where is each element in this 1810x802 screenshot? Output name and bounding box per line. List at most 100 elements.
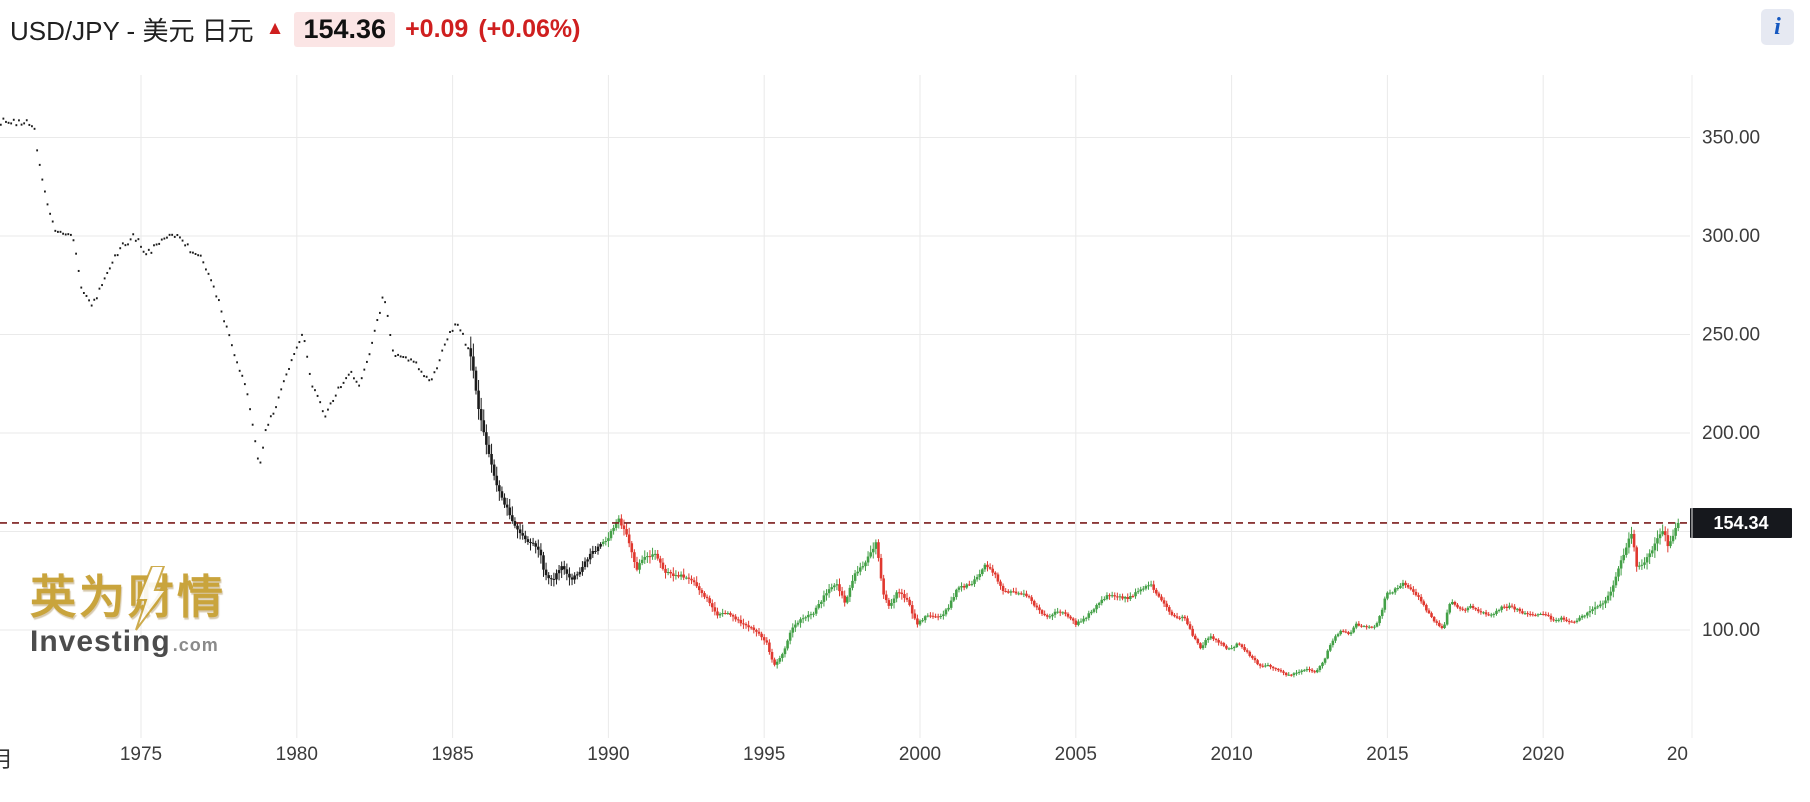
candle-body	[505, 504, 509, 508]
candle-body	[1466, 607, 1470, 611]
candle-body	[848, 587, 852, 597]
candle-body	[1331, 640, 1335, 646]
candle-body	[529, 542, 532, 544]
candle-body	[659, 558, 662, 563]
candle-body	[949, 600, 953, 608]
candle-body	[1162, 600, 1166, 604]
candle-body	[536, 546, 540, 550]
price-dot	[7, 121, 10, 124]
candle-body	[942, 614, 945, 617]
candle-body	[1489, 614, 1493, 616]
candle-body	[931, 615, 935, 617]
price-dot	[15, 124, 18, 127]
candle-body	[622, 525, 626, 530]
x-axis[interactable]: 1975 1980 1985 1990 1995 2000 2005 2010 2015 2020…	[120, 744, 1688, 765]
price-dot	[397, 353, 399, 356]
candle-body	[614, 522, 618, 528]
candle-body	[1058, 611, 1062, 613]
candle-body	[531, 542, 535, 544]
candle-body	[656, 553, 660, 559]
candle-body	[604, 540, 608, 542]
info-icon[interactable]: i	[1761, 9, 1794, 45]
candle-body	[773, 659, 776, 665]
candle-body	[640, 559, 644, 564]
candle-body	[1451, 602, 1454, 605]
candle-body	[1360, 625, 1363, 627]
candle-body	[918, 620, 922, 625]
x-tick-label: 1995	[743, 744, 785, 765]
candle-body	[1583, 615, 1587, 617]
candle-body	[578, 571, 582, 575]
candle-body	[666, 572, 670, 574]
price-dot	[197, 254, 200, 257]
candle-body	[1458, 607, 1462, 609]
candle-body	[1253, 657, 1257, 661]
candle-body	[757, 631, 761, 634]
price-dot	[332, 399, 335, 402]
candle-body	[1035, 605, 1039, 608]
price-dot	[376, 319, 379, 322]
candle-body	[1474, 608, 1477, 610]
candle-body	[1014, 591, 1018, 594]
candle-body	[562, 566, 566, 570]
y-axis[interactable]: 350.00 300.00 250.00 200.00 100.00	[1702, 128, 1760, 642]
candle-body	[607, 538, 610, 541]
price-dot	[308, 372, 311, 375]
candle-body	[1079, 621, 1083, 623]
candle-body	[1043, 613, 1046, 616]
candle-body	[565, 569, 569, 574]
candle-body	[729, 613, 732, 615]
candle-body	[910, 605, 914, 614]
price-dot	[85, 294, 88, 297]
candle-body	[1136, 591, 1140, 593]
candle-body	[900, 592, 904, 595]
price-dot	[36, 149, 39, 152]
price-dot	[38, 163, 41, 166]
candle-body	[1378, 616, 1381, 624]
candle-body	[1069, 616, 1072, 619]
candle-body	[1170, 611, 1174, 615]
price-dot	[163, 237, 166, 240]
x-tick-label: 2000	[899, 744, 941, 765]
price-dot	[254, 440, 257, 443]
price-dot	[95, 297, 98, 300]
x-tick-label: 1975	[120, 744, 162, 765]
candle-body	[1593, 607, 1597, 610]
candle-body	[1427, 610, 1431, 614]
price-dot	[454, 323, 457, 326]
candle-body	[1056, 611, 1059, 613]
candle-body	[1214, 638, 1218, 641]
price-dot	[176, 234, 179, 237]
candle-body	[542, 555, 545, 570]
candle-body	[1116, 596, 1119, 598]
candle-body	[620, 518, 623, 526]
price-dot	[366, 360, 368, 363]
candle-body	[1417, 595, 1420, 597]
candle-body	[1669, 541, 1672, 547]
price-dot	[101, 284, 103, 287]
candle-body	[1622, 554, 1625, 561]
candle-body	[1017, 593, 1020, 595]
candle-body	[1502, 606, 1506, 608]
candle-body	[1495, 610, 1498, 614]
candle-body	[1232, 647, 1236, 649]
candle-body	[1123, 596, 1127, 599]
candle-body	[799, 619, 802, 623]
price-dot	[228, 334, 231, 337]
candle-body	[1188, 624, 1192, 629]
price-dot	[189, 251, 192, 254]
candle-body	[1380, 609, 1384, 617]
candle-body	[908, 599, 911, 606]
candle-body	[1365, 626, 1368, 628]
candle-body	[788, 632, 792, 641]
candle-body	[1414, 591, 1418, 596]
candle-body	[479, 409, 483, 421]
price-dot	[272, 412, 275, 415]
candle-body	[1204, 640, 1207, 646]
candle-body	[682, 574, 686, 578]
candle-body	[1040, 610, 1044, 614]
candle-body	[1570, 621, 1574, 623]
candle-body	[1154, 589, 1158, 594]
price-dot	[44, 190, 46, 193]
